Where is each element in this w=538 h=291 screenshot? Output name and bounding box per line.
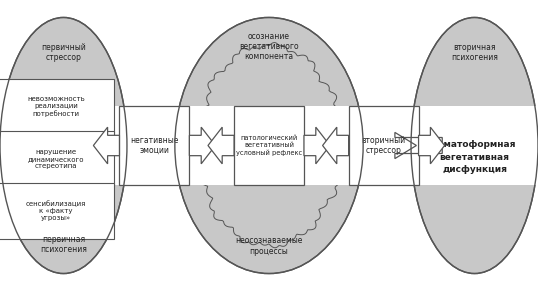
Text: первичный
стрессор: первичный стрессор: [41, 43, 86, 62]
Text: нарушение
динамического
стереотипа: нарушение динамического стереотипа: [28, 149, 84, 168]
FancyBboxPatch shape: [124, 106, 414, 185]
Text: вторичный
стрессор: вторичный стрессор: [362, 136, 406, 155]
FancyBboxPatch shape: [0, 79, 114, 134]
FancyBboxPatch shape: [0, 183, 114, 239]
Ellipse shape: [411, 17, 538, 274]
FancyBboxPatch shape: [119, 106, 189, 185]
Polygon shape: [395, 132, 442, 159]
Ellipse shape: [175, 17, 363, 274]
FancyBboxPatch shape: [411, 106, 538, 185]
FancyBboxPatch shape: [234, 106, 304, 185]
Polygon shape: [189, 127, 215, 164]
Text: патологический
вегетативный
условный рефлекс: патологический вегетативный условный реф…: [236, 135, 302, 156]
Polygon shape: [194, 42, 345, 248]
Text: первичная
психогения: первичная психогения: [40, 235, 87, 254]
Polygon shape: [304, 127, 330, 164]
Polygon shape: [94, 127, 119, 164]
Text: вторичная
психогения: вторичная психогения: [451, 43, 498, 62]
Text: осознание
вегетативного
компонента: осознание вегетативного компонента: [239, 32, 299, 61]
Text: сенсибилизация
к «факту
угрозы»: сенсибилизация к «факту угрозы»: [26, 200, 87, 221]
Ellipse shape: [0, 17, 127, 274]
FancyBboxPatch shape: [0, 106, 127, 185]
FancyBboxPatch shape: [349, 106, 419, 185]
Text: неосознаваемые
процессы: неосознаваемые процессы: [235, 236, 303, 255]
Text: соматоформная
вегетативная
дисфункция: соматоформная вегетативная дисфункция: [433, 140, 516, 174]
Polygon shape: [419, 127, 444, 164]
FancyBboxPatch shape: [0, 131, 114, 186]
Text: негативные
эмоции: негативные эмоции: [130, 136, 179, 155]
Text: невозможность
реализации
потребности: невозможность реализации потребности: [27, 96, 85, 117]
Polygon shape: [208, 127, 234, 164]
Polygon shape: [323, 127, 349, 164]
